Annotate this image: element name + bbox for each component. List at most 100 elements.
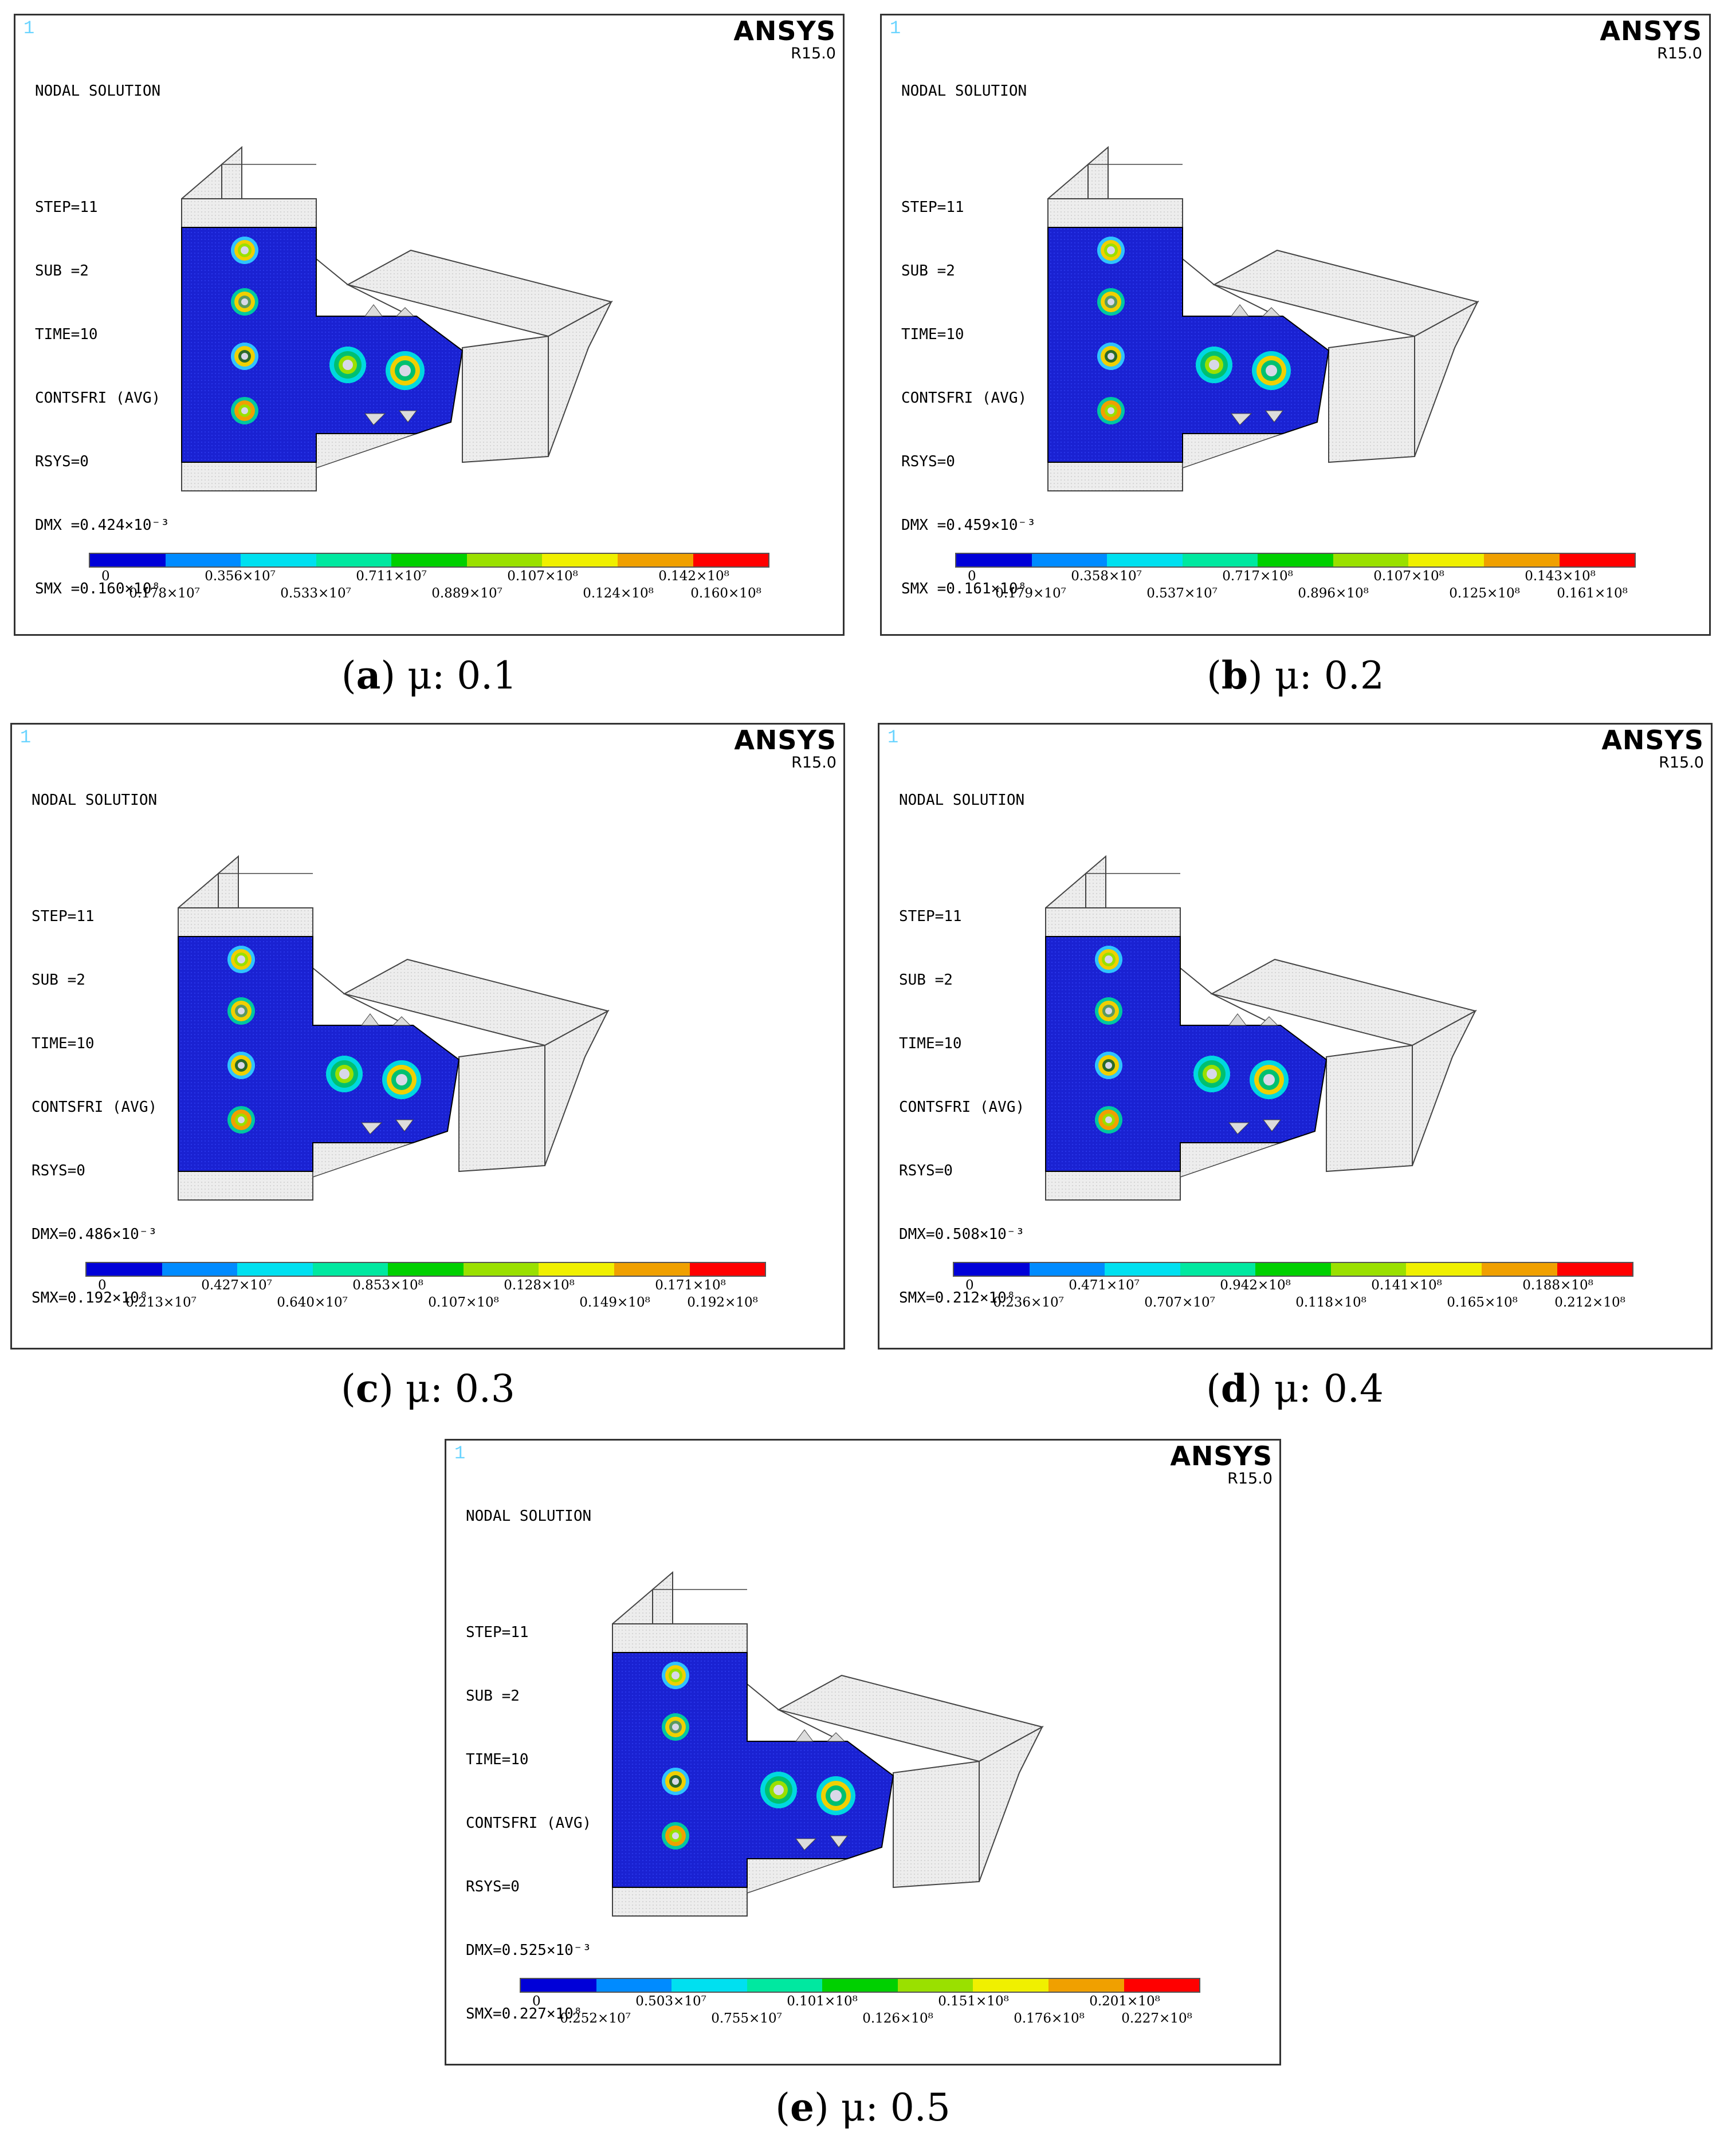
sub-label: SUB =2 (466, 1687, 520, 1705)
colorbar-tick-label: 0.717×10⁸ (1222, 569, 1293, 584)
smx-label: SMX=0.212×10⁸ (899, 1289, 1016, 1307)
bolt-contour-1 (231, 237, 258, 264)
result-info-block: NODAL SOLUTION STEP=11 SUB =2 TIME=10 CO… (901, 38, 1036, 634)
sub-label: SUB =2 (899, 971, 953, 989)
beam-web (979, 1725, 1044, 1882)
colorbar-tick-label: 0.179×10⁷ (995, 586, 1066, 601)
colorbar-segment-7 (1408, 554, 1484, 566)
bolt-contour-4 (227, 1106, 255, 1134)
colorbar-tick-label: 0.143×10⁸ (1525, 569, 1596, 584)
contour-colorbar (85, 1262, 766, 1277)
result-item-label: CONTSFRI (AVG) (899, 1099, 1025, 1116)
result-item-label: CONTSFRI (AVG) (901, 390, 1027, 407)
colorbar-segment-2 (1031, 554, 1108, 566)
colorbar-tick-label: 0.252×10⁷ (560, 2011, 631, 2026)
colorbar-segment-8 (1483, 554, 1560, 566)
caption-letter: a (356, 653, 381, 698)
bolt-contour-3 (662, 1768, 689, 1795)
bolt-contour-1 (662, 1662, 689, 1689)
figure-caption-c: (c) μ: 0.3 (341, 1366, 515, 1411)
colorbar-segment-4 (1180, 1263, 1256, 1276)
colorbar-segment-9 (1124, 1979, 1200, 1992)
caption-text: μ: 0.2 (1274, 654, 1384, 698)
bolt-contour-4 (1095, 1106, 1122, 1134)
time-label: TIME=10 (35, 326, 98, 343)
bolt-contour-3 (1095, 1052, 1122, 1079)
colorbar-tick-label: 0.356×10⁷ (205, 569, 276, 584)
bolt-contour-6 (1252, 351, 1291, 390)
rsys-label: RSYS=0 (32, 1162, 85, 1179)
beam-end-face (893, 1760, 980, 1889)
release-label: R15.0 (791, 45, 836, 62)
beam-end-face (1328, 335, 1415, 463)
bolt-contour-4 (1097, 397, 1125, 424)
colorbar-segment-5 (822, 1979, 898, 1992)
smx-label: SMX=0.227×10⁸ (466, 2005, 583, 2023)
nodal-solution-header: NODAL SOLUTION (35, 82, 161, 100)
colorbar-segment-9 (1557, 1263, 1633, 1276)
colorbar-segment-2 (596, 1979, 672, 1992)
colorbar-tick-label: 0.178×10⁷ (129, 586, 200, 601)
colorbar-segment-2 (162, 1263, 238, 1276)
colorbar-tick-label: 0.213×10⁷ (125, 1295, 197, 1310)
colorbar-tick-label: 0.125×10⁸ (1449, 586, 1520, 601)
bolt-contour-6 (816, 1776, 855, 1815)
colorbar-tick-label: 0.107×10⁸ (507, 569, 578, 584)
bolt-contour-6 (1250, 1060, 1289, 1099)
connection-model-view (178, 855, 610, 1201)
colorbar-segment-3 (671, 1979, 747, 1992)
colorbar-tick-label: 0 (968, 569, 976, 584)
colorbar-segment-1 (954, 1263, 1030, 1276)
connection-model-view (612, 1571, 1044, 1917)
bolt-contour-5 (329, 347, 366, 383)
figure-caption-b: (b) μ: 0.2 (1207, 653, 1384, 698)
step-label: STEP=11 (32, 908, 95, 925)
colorbar-segment-5 (388, 1263, 464, 1276)
colorbar-segment-6 (897, 1979, 973, 1992)
bolt-contour-5 (326, 1056, 363, 1092)
colorbar-tick-label: 0.124×10⁸ (583, 586, 654, 601)
beam-web (544, 1009, 610, 1166)
nodal-solution-header: NODAL SOLUTION (901, 82, 1027, 100)
colorbar-tick-label: 0.227×10⁸ (1121, 2011, 1192, 2026)
ansys-result-window-d: 1 NODAL SOLUTION STEP=11 SUB =2 TIME=10 … (878, 723, 1713, 1350)
caption-letter: e (790, 2085, 814, 2130)
connection-model-view (181, 145, 613, 491)
beam-end-face (1326, 1044, 1413, 1173)
contour-colorbar (89, 553, 769, 568)
colorbar-tick-label: 0.537×10⁷ (1146, 586, 1218, 601)
colorbar-tick-label: 0.427×10⁷ (201, 1278, 272, 1293)
colorbar-segment-8 (1048, 1979, 1124, 1992)
dmx-label: DMX=0.486×10⁻³ (32, 1226, 158, 1243)
colorbar-segment-3 (1105, 1263, 1180, 1276)
ansys-logo: ANSYS R15.0 (733, 15, 836, 62)
bolt-contour-2 (231, 288, 258, 316)
ansys-logo: ANSYS R15.0 (1170, 1441, 1273, 1488)
colorbar-segment-2 (1029, 1263, 1105, 1276)
smx-label: SMX =0.160×10⁸ (35, 580, 161, 597)
contour-colorbar (955, 553, 1636, 568)
colorbar-tick-label: 0.640×10⁷ (277, 1295, 348, 1310)
caption-text: μ: 0.5 (841, 2086, 951, 2130)
colorbar-tick-label: 0.176×10⁸ (1014, 2011, 1085, 2026)
colorbar-tick-label: 0.107×10⁸ (428, 1295, 499, 1310)
colorbar-segment-6 (1330, 1263, 1407, 1276)
ansys-logo: ANSYS R15.0 (1600, 15, 1702, 62)
colorbar-tick-label: 0.192×10⁸ (687, 1295, 758, 1310)
sub-label: SUB =2 (32, 971, 85, 989)
colorbar-tick-label: 0.212×10⁸ (1554, 1295, 1625, 1310)
figure-caption-e: (e) μ: 0.5 (775, 2085, 951, 2130)
caption-letter: c (355, 1366, 379, 1411)
colorbar-tick-label: 0.165×10⁸ (1447, 1295, 1518, 1310)
colorbar-segment-4 (747, 1979, 823, 1992)
colorbar-tick-label: 0.889×10⁷ (431, 586, 502, 601)
bolt-contour-5 (760, 1772, 797, 1808)
sub-label: SUB =2 (901, 262, 955, 280)
colorbar-segment-5 (1255, 1263, 1331, 1276)
result-info-block: NODAL SOLUTION STEP=11 SUB =2 TIME=10 CO… (899, 747, 1025, 1348)
dmx-label: DMX=0.508×10⁻³ (899, 1226, 1025, 1243)
ansys-result-window-b: 1 NODAL SOLUTION STEP=11 SUB =2 TIME=10 … (880, 14, 1711, 636)
bolt-contour-3 (1097, 343, 1125, 370)
rsys-label: RSYS=0 (899, 1162, 953, 1179)
time-label: TIME=10 (32, 1035, 95, 1052)
